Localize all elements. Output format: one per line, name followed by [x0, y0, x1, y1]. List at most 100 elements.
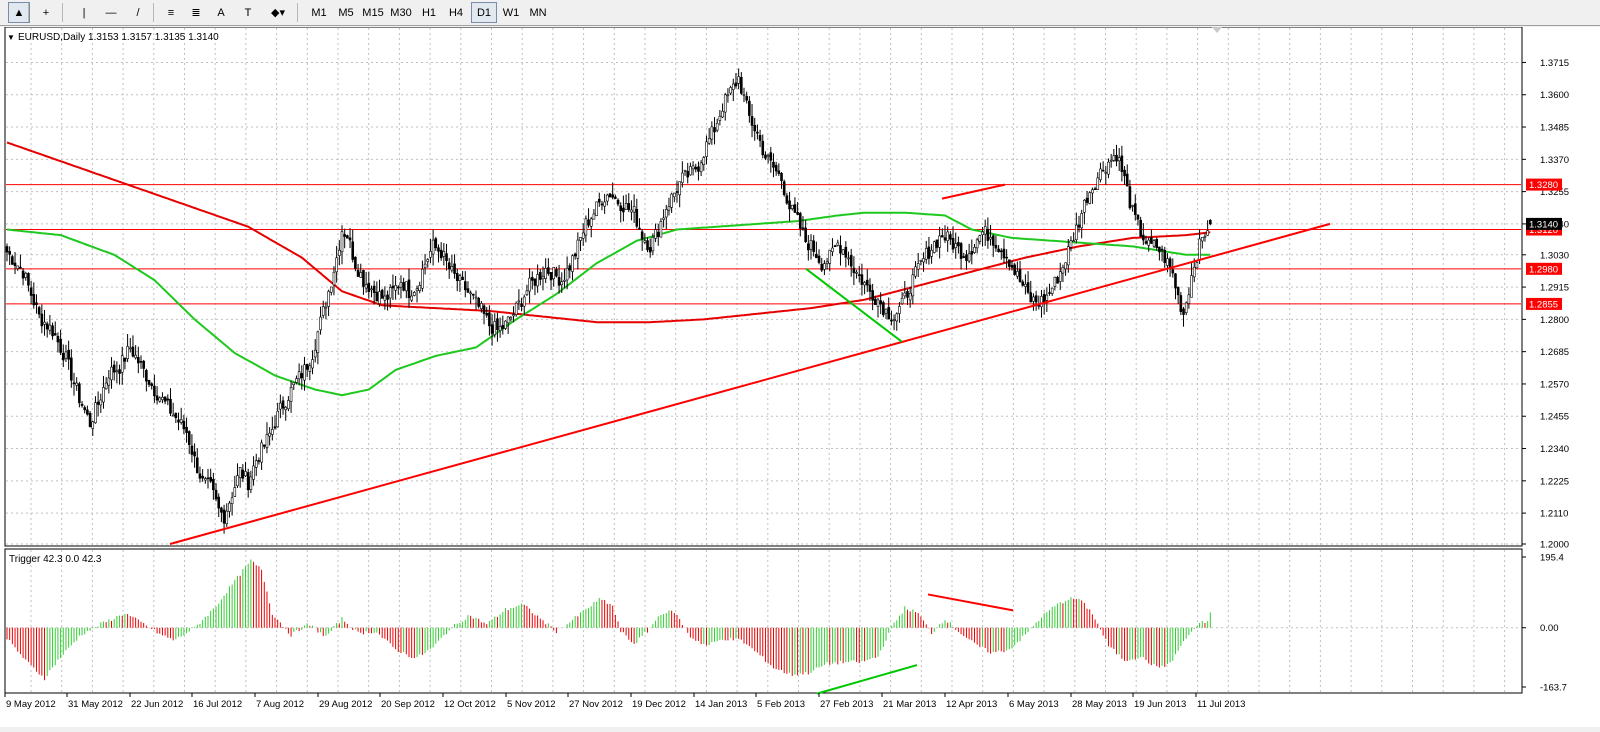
- candle-bullish: [1032, 296, 1035, 302]
- chart-area[interactable]: 1.3715 1.3600 1.3485 1.3370 1.3255 1.3140 1.30…: [0, 26, 1600, 727]
- candle-bullish: [421, 268, 424, 289]
- candle-bearish: [182, 420, 186, 430]
- time-axis-label: 20 Sep 2012: [381, 699, 435, 710]
- time-axis-label: 22 Jun 2012: [131, 699, 183, 710]
- equidistant-channel-icon[interactable]: ≡: [167, 6, 175, 19]
- candle-bearish: [648, 247, 652, 253]
- candle-bearish: [994, 244, 998, 249]
- candle-bullish: [898, 306, 901, 314]
- timeframe-h4-button[interactable]: H4: [448, 6, 464, 19]
- candle-bearish: [1160, 248, 1164, 251]
- candle-bullish: [643, 240, 647, 243]
- price-pane[interactable]: 1.3715 1.3600 1.3485 1.3370 1.3255 1.3140 1.30…: [4, 26, 1569, 551]
- moving-average-green-line[interactable]: [6, 211, 1211, 397]
- candle-bearish: [466, 288, 470, 293]
- shapes-dropdown-icon[interactable]: ◆▾: [271, 7, 285, 19]
- candle-bullish: [922, 258, 925, 263]
- price-axis-label: 1.3600: [1540, 90, 1569, 101]
- time-axis-label: 29 Aug 2012: [319, 699, 372, 710]
- candle-bearish: [890, 319, 893, 322]
- timeframe-w1-button[interactable]: W1: [502, 6, 520, 19]
- timeframe-d1-button[interactable]: D1: [471, 2, 497, 23]
- candle-bullish: [1195, 262, 1199, 269]
- candle-bullish: [825, 261, 829, 264]
- candle-bearish: [686, 170, 690, 178]
- toolbar-separator: [297, 3, 298, 22]
- timeframe-m30-button[interactable]: M30: [390, 6, 412, 19]
- candle-bearish: [1125, 173, 1129, 187]
- candle-bearish: [611, 194, 614, 198]
- candle-bullish: [230, 497, 234, 504]
- timeframe-mn-button[interactable]: MN: [529, 6, 547, 19]
- candle-bullish: [632, 206, 636, 213]
- timeframe-m15-button[interactable]: M15: [362, 6, 384, 19]
- candle-bullish: [295, 378, 298, 383]
- trendline[interactable]: [941, 183, 1006, 200]
- vertical-line-icon[interactable]: |: [82, 6, 86, 19]
- chart-svg[interactable]: 1.3715 1.3600 1.3485 1.3370 1.3255 1.3140 1.30…: [0, 26, 1600, 727]
- candle-bearish: [356, 270, 360, 277]
- candle-bearish: [212, 478, 215, 491]
- candle-bearish: [1158, 246, 1161, 253]
- trendline-icon[interactable]: /: [136, 6, 140, 19]
- trendline[interactable]: [927, 593, 1014, 612]
- candle-bearish: [557, 277, 561, 286]
- candle-bullish: [370, 288, 373, 291]
- candle-bearish: [40, 313, 44, 327]
- candle-bullish: [1058, 271, 1062, 282]
- text-icon[interactable]: A: [217, 6, 225, 19]
- candle-bullish: [469, 292, 472, 295]
- candle-bearish: [959, 243, 963, 259]
- candle-bearish: [490, 324, 494, 334]
- candle-bullish: [721, 110, 724, 118]
- fibonacci-icon[interactable]: ≣: [191, 7, 201, 19]
- candle-bullish: [110, 366, 113, 381]
- candle-bullish: [630, 209, 633, 213]
- candle-bearish: [380, 289, 384, 299]
- collapse-arrow-icon[interactable]: ▼: [7, 33, 15, 42]
- candle-bearish: [402, 282, 405, 291]
- candle-bearish: [997, 248, 1000, 253]
- candle-bearish: [142, 360, 145, 369]
- candle-bullish: [383, 295, 387, 301]
- candle-bearish: [713, 127, 716, 133]
- trendline[interactable]: [805, 268, 903, 343]
- candle-bearish: [174, 412, 178, 419]
- candle-bearish: [957, 242, 960, 247]
- candle-bullish: [311, 359, 314, 369]
- trendline[interactable]: [816, 664, 918, 695]
- timeframe-m1-button[interactable]: M1: [311, 6, 327, 19]
- candle-bearish: [35, 302, 38, 306]
- text-label-icon[interactable]: T: [244, 6, 252, 19]
- candle-bearish: [547, 267, 550, 274]
- current-price-label: 1.3140: [1529, 219, 1558, 230]
- candle-bearish: [758, 135, 762, 141]
- candle-bullish: [161, 397, 164, 401]
- candle-bullish: [225, 510, 229, 525]
- candle-bearish: [1048, 292, 1051, 294]
- time-axis-label: 5 Nov 2012: [507, 699, 556, 710]
- price-pane-frame: [4, 26, 1523, 547]
- price-axis-label: 1.3715: [1540, 58, 1569, 69]
- candle-bearish: [1010, 265, 1014, 268]
- timeframe-m5-button[interactable]: M5: [338, 6, 354, 19]
- candle-bearish: [281, 400, 285, 409]
- candle-bullish: [705, 141, 708, 157]
- horizontal-line-icon[interactable]: —: [105, 6, 117, 19]
- cursor-icon[interactable]: ▲: [8, 2, 30, 23]
- candle-bearish: [1077, 224, 1081, 228]
- candle-bearish: [27, 273, 30, 286]
- candle-bearish: [485, 313, 489, 316]
- current-price-tag: [1526, 217, 1562, 230]
- candle-bearish: [750, 116, 754, 126]
- trendline[interactable]: [169, 222, 1331, 545]
- candle-bearish: [635, 208, 639, 227]
- indicator-pane[interactable]: 195.4 0.00 -163.7: [4, 548, 1567, 695]
- candle-bearish: [1155, 238, 1159, 248]
- candle-bearish: [1171, 269, 1175, 274]
- crosshair-icon[interactable]: +: [42, 6, 50, 19]
- candle-bullish: [91, 421, 95, 429]
- timeframe-h1-button[interactable]: H1: [421, 6, 437, 19]
- candle-bearish: [1115, 154, 1118, 162]
- candle-bullish: [664, 209, 668, 218]
